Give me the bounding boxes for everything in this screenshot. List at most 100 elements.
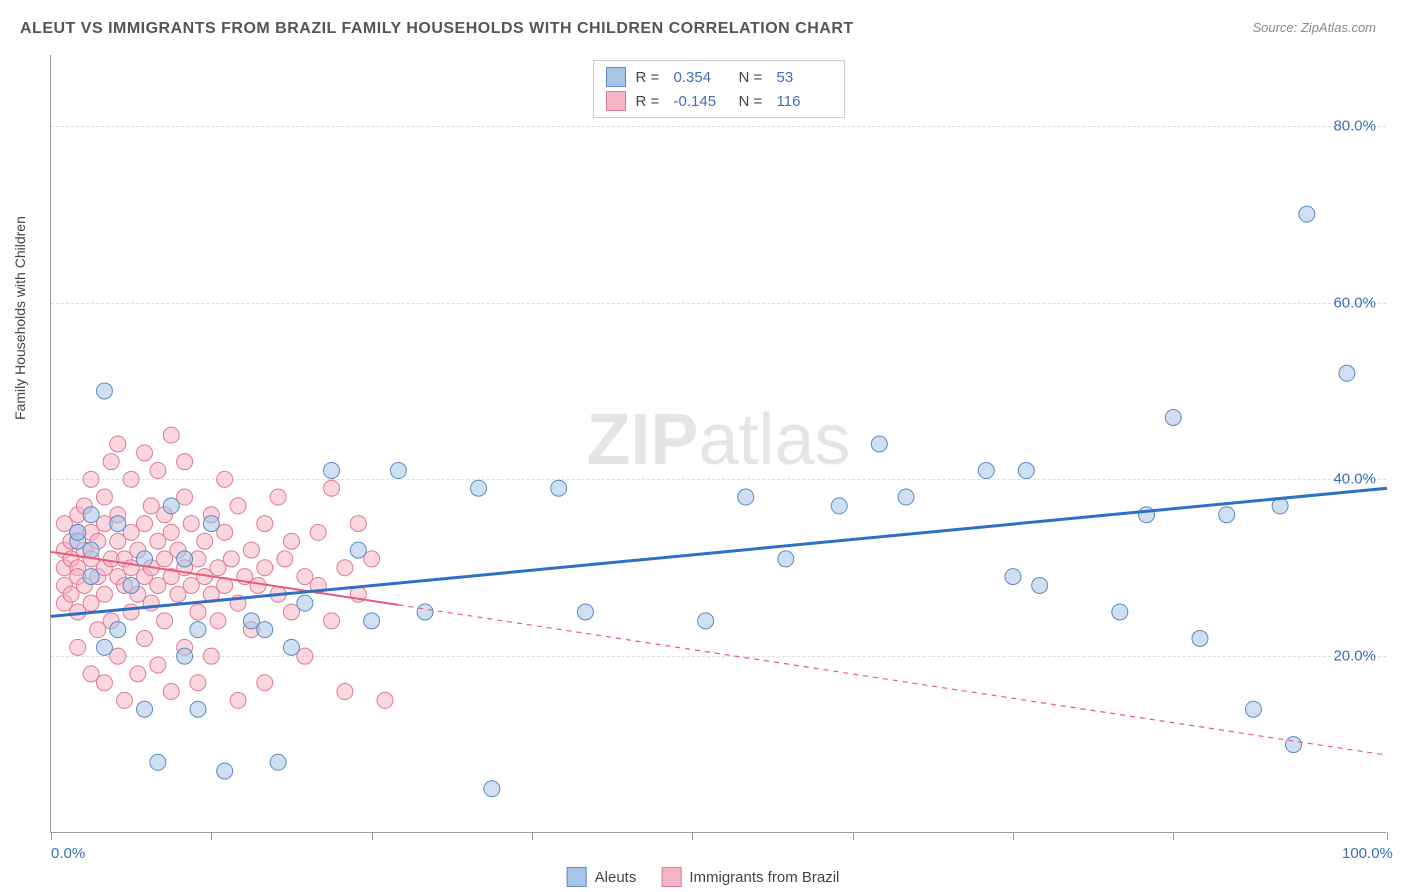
data-point (471, 480, 487, 496)
data-point (257, 560, 273, 576)
data-point (283, 533, 299, 549)
data-point (110, 622, 126, 638)
data-point (324, 480, 340, 496)
x-axis-label: 100.0% (1342, 845, 1393, 862)
legend-item-b: Immigrants from Brazil (661, 867, 839, 887)
data-point (123, 471, 139, 487)
data-point (190, 622, 206, 638)
series-a-swatch-icon (567, 867, 587, 887)
data-point (177, 454, 193, 470)
data-point (230, 498, 246, 514)
data-point (183, 516, 199, 532)
data-point (137, 516, 153, 532)
data-point (1285, 737, 1301, 753)
legend-label-a: Aleuts (595, 869, 637, 886)
x-tick (853, 832, 854, 840)
data-point (1219, 507, 1235, 523)
data-point (130, 666, 146, 682)
data-point (277, 551, 293, 567)
data-point (337, 560, 353, 576)
n-value-a: 53 (777, 69, 832, 86)
x-tick (692, 832, 693, 840)
data-point (1112, 604, 1128, 620)
data-point (150, 657, 166, 673)
data-point (217, 763, 233, 779)
data-point (551, 480, 567, 496)
data-point (484, 781, 500, 797)
data-point (324, 463, 340, 479)
x-tick (1013, 832, 1014, 840)
n-label: N = (739, 69, 767, 86)
data-point (96, 639, 112, 655)
data-point (123, 577, 139, 593)
y-tick-label: 80.0% (1333, 117, 1376, 134)
data-point (364, 613, 380, 629)
data-point (250, 577, 266, 593)
x-tick (1173, 832, 1174, 840)
y-axis-label: Family Households with Children (12, 216, 28, 420)
data-point (270, 754, 286, 770)
data-point (738, 489, 754, 505)
data-point (217, 471, 233, 487)
data-point (96, 675, 112, 691)
r-label: R = (636, 93, 664, 110)
series-a-swatch-icon (606, 67, 626, 87)
data-point (577, 604, 593, 620)
x-tick (1387, 832, 1388, 840)
data-point (137, 701, 153, 717)
data-point (283, 639, 299, 655)
data-point (417, 604, 433, 620)
data-point (377, 692, 393, 708)
data-point (137, 631, 153, 647)
data-point (96, 586, 112, 602)
data-point (390, 463, 406, 479)
data-point (110, 436, 126, 452)
data-point (197, 533, 213, 549)
data-point (223, 551, 239, 567)
stats-row-b: R = -0.145 N = 116 (606, 89, 832, 113)
data-point (177, 551, 193, 567)
data-point (103, 454, 119, 470)
data-point (137, 445, 153, 461)
r-label: R = (636, 69, 664, 86)
data-point (123, 604, 139, 620)
y-tick-label: 60.0% (1333, 294, 1376, 311)
data-point (157, 613, 173, 629)
data-point (257, 516, 273, 532)
data-point (116, 692, 132, 708)
data-point (1245, 701, 1261, 717)
data-point (257, 675, 273, 691)
data-point (70, 639, 86, 655)
data-point (210, 613, 226, 629)
source-label: Source: ZipAtlas.com (1252, 20, 1376, 35)
series-b-swatch-icon (661, 867, 681, 887)
data-point (831, 498, 847, 514)
legend-item-a: Aleuts (567, 867, 637, 887)
chart-plot-area: ZIPatlas R = 0.354 N = 53 R = -0.145 N =… (50, 55, 1386, 833)
data-point (150, 463, 166, 479)
data-point (190, 604, 206, 620)
x-tick (51, 832, 52, 840)
data-point (1165, 409, 1181, 425)
data-point (110, 516, 126, 532)
series-legend: Aleuts Immigrants from Brazil (567, 867, 840, 887)
data-point (83, 542, 99, 558)
trend-line (398, 605, 1387, 755)
data-point (270, 489, 286, 505)
x-tick (211, 832, 212, 840)
r-value-a: 0.354 (674, 69, 729, 86)
data-point (1339, 365, 1355, 381)
data-point (350, 516, 366, 532)
series-b-swatch-icon (606, 91, 626, 111)
data-point (1139, 507, 1155, 523)
data-point (203, 648, 219, 664)
data-point (83, 569, 99, 585)
data-point (177, 648, 193, 664)
data-point (163, 524, 179, 540)
y-tick-label: 40.0% (1333, 471, 1376, 488)
data-point (163, 684, 179, 700)
stats-row-a: R = 0.354 N = 53 (606, 65, 832, 89)
data-point (898, 489, 914, 505)
data-point (1032, 577, 1048, 593)
x-tick (372, 832, 373, 840)
